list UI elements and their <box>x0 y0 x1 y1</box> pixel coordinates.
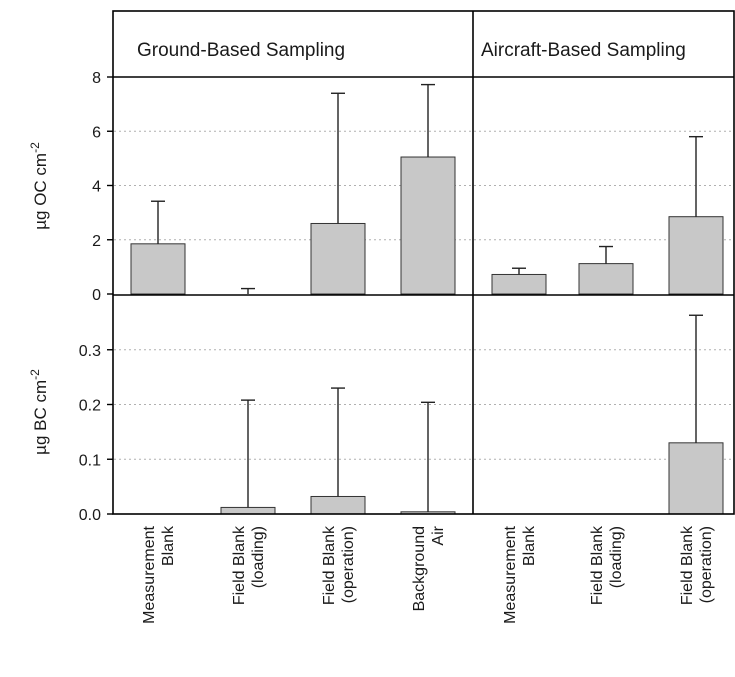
y-tick-label-bc: 0.3 <box>79 343 101 360</box>
y-tick-label-oc: 2 <box>92 233 101 250</box>
bar-oc-aircraft-1 <box>491 273 547 295</box>
y-tick-label-oc: 8 <box>92 70 101 87</box>
x-category-line: Field Blank <box>231 525 248 605</box>
x-category-line: Blank <box>521 525 538 566</box>
x-category-label-ground-4: Background Air <box>411 525 447 611</box>
x-category-line: Background <box>411 526 428 611</box>
x-category-line: Air <box>430 525 447 545</box>
y-tick-label-oc: 0 <box>92 287 101 304</box>
x-category-line: Blank <box>160 525 177 566</box>
x-category-labels: Measurement Blank Field Blank (loading) Fiel… <box>141 525 715 624</box>
y-tick-label-bc: 0.0 <box>79 507 101 524</box>
bar-oc-ground-4 <box>400 156 456 295</box>
bar-bc-ground-2 <box>220 506 276 515</box>
x-category-label-ground-3: Field Blank (operation) <box>321 525 357 605</box>
bar-bc-ground-3 <box>310 495 366 515</box>
bar-oc-aircraft-3 <box>668 216 724 295</box>
top-y-axis-label: µg OC cm-2 <box>28 142 50 230</box>
bottom-y-axis-label: µg BC cm-2 <box>28 369 50 455</box>
bottom-y-axis-label-text: µg BC cm <box>31 380 50 455</box>
x-category-line: (operation) <box>340 526 357 603</box>
x-category-label-aircraft-2: Field Blank (loading) <box>589 525 625 605</box>
top-y-axis-label-text: µg OC cm <box>31 153 50 230</box>
x-category-line: Measurement <box>141 525 158 623</box>
x-category-line: (loading) <box>608 526 625 588</box>
bottom-y-axis-label-exponent: -2 <box>28 369 42 380</box>
x-category-label-aircraft-3: Field Blank (operation) <box>679 525 715 605</box>
y-tick-labels: 0 2 4 6 8 0.0 0.1 0.2 0.3 <box>79 70 113 524</box>
x-category-line: (operation) <box>698 526 715 603</box>
bar-oc-aircraft-2 <box>578 263 634 295</box>
y-tick-label-bc: 0.1 <box>79 452 101 469</box>
x-category-label-ground-2: Field Blank (loading) <box>231 525 267 605</box>
ground-panel-title: Ground-Based Sampling <box>137 40 345 61</box>
bar-oc-ground-3 <box>310 222 366 295</box>
bars-layer <box>130 83 724 515</box>
x-category-line: Field Blank <box>679 525 696 605</box>
x-category-label-aircraft-1: Measurement Blank <box>502 525 538 624</box>
y-tick-label-oc: 6 <box>92 124 101 141</box>
plot-frame <box>112 10 735 515</box>
x-category-line: Field Blank <box>321 525 338 605</box>
bar-oc-ground-1 <box>130 243 186 295</box>
bar-bc-aircraft-3 <box>668 442 724 515</box>
x-category-line: Field Blank <box>589 525 606 605</box>
y-tick-label-oc: 4 <box>92 179 101 196</box>
y-tick-label-bc: 0.2 <box>79 398 101 415</box>
panel-frames <box>112 10 735 515</box>
aircraft-panel-title: Aircraft-Based Sampling <box>481 40 686 61</box>
top-y-axis-label-exponent: -2 <box>28 142 42 153</box>
x-category-line: (loading) <box>250 526 267 588</box>
x-category-line: Measurement <box>502 525 519 623</box>
x-category-label-ground-1: Measurement Blank <box>141 525 177 624</box>
